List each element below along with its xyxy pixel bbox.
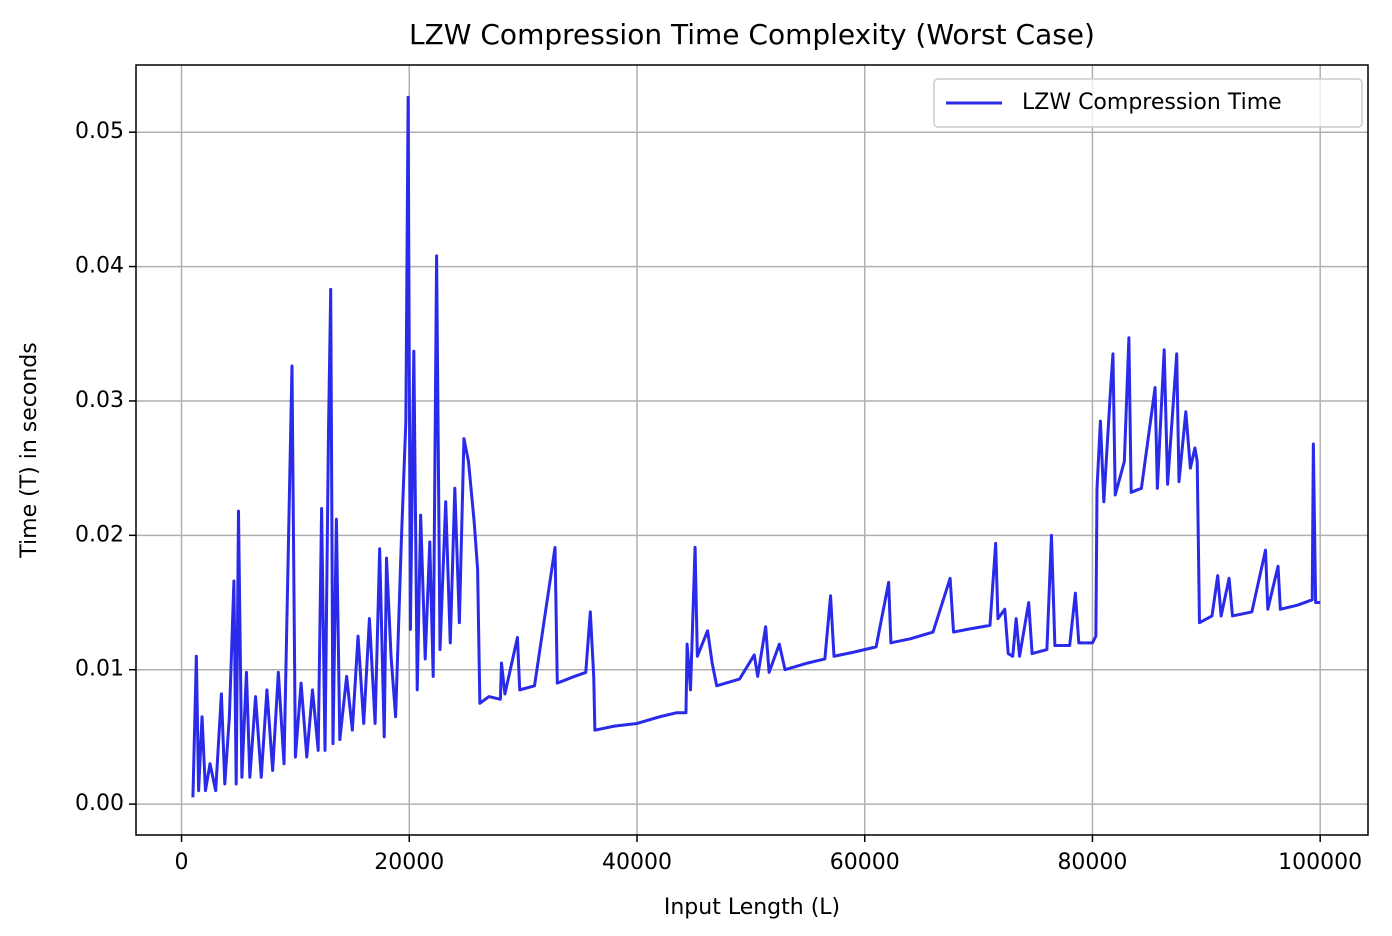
y-axis-label: Time (T) in seconds bbox=[17, 342, 42, 558]
y-tick-label: 0.05 bbox=[75, 119, 124, 144]
legend-box bbox=[933, 78, 1363, 128]
y-tick-label: 0.02 bbox=[75, 522, 124, 547]
y-tick-label: 0.01 bbox=[75, 657, 124, 682]
y-tick-label: 0.03 bbox=[75, 388, 124, 413]
x-tick-label: 80000 bbox=[1057, 850, 1127, 875]
plot-frame bbox=[135, 64, 1369, 836]
y-tick-label: 0.04 bbox=[75, 254, 124, 279]
x-tick-label: 60000 bbox=[830, 850, 900, 875]
x-tick-label: 0 bbox=[175, 850, 189, 875]
x-tick-label: 100000 bbox=[1278, 850, 1362, 875]
data-line bbox=[191, 95, 1321, 798]
y-tick-label: 0.00 bbox=[75, 791, 124, 816]
legend-label: LZW Compression Time bbox=[1022, 90, 1282, 115]
x-tick-label: 20000 bbox=[374, 850, 444, 875]
x-tick-label: 40000 bbox=[602, 850, 672, 875]
x-axis-label: Input Length (L) bbox=[664, 895, 840, 920]
legend: LZW Compression Time bbox=[933, 78, 1363, 128]
chart-title: LZW Compression Time Complexity (Worst C… bbox=[409, 18, 1095, 51]
